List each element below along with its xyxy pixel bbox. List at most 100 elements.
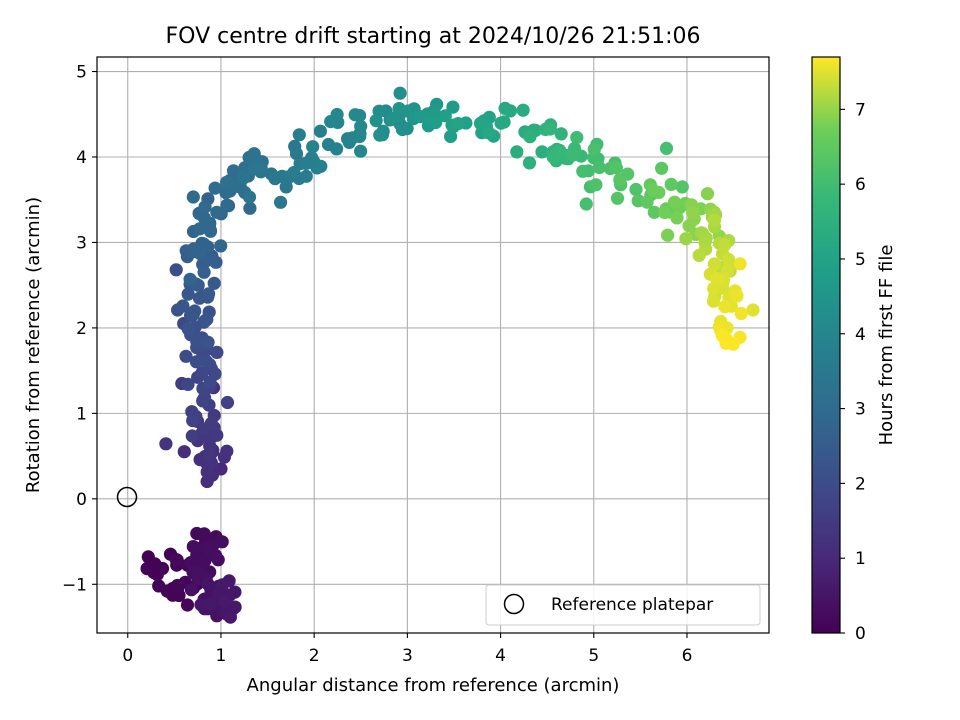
data-point	[192, 246, 206, 260]
data-point	[646, 183, 660, 197]
data-point	[220, 444, 234, 458]
data-point	[321, 137, 336, 152]
data-point	[675, 180, 689, 194]
data-point	[587, 142, 601, 156]
colorbar-tick-label: 1	[855, 549, 866, 569]
data-point	[305, 151, 319, 165]
data-point	[218, 594, 232, 609]
data-point	[279, 180, 293, 194]
data-point	[446, 100, 460, 114]
data-point	[306, 140, 320, 154]
data-point	[179, 349, 193, 363]
data-point	[199, 354, 213, 368]
data-point	[186, 540, 200, 554]
data-point	[395, 122, 409, 137]
data-point	[159, 437, 173, 451]
data-point	[523, 130, 537, 144]
data-point	[451, 117, 465, 131]
data-point	[177, 445, 191, 459]
colorbar-tick-label: 7	[855, 100, 866, 120]
y-tick-label: 2	[76, 319, 87, 339]
data-point	[734, 306, 748, 321]
data-point	[554, 146, 568, 160]
data-point	[274, 195, 288, 209]
data-point	[722, 252, 736, 267]
data-point	[140, 562, 154, 576]
x-tick-label: 5	[588, 646, 599, 666]
colorbar-tick-label: 5	[855, 250, 866, 270]
data-point	[510, 145, 524, 159]
reference-marker	[116, 486, 138, 508]
legend-label: Reference platepar	[551, 595, 713, 615]
data-point	[223, 610, 237, 624]
data-point	[746, 303, 760, 317]
data-point	[172, 588, 186, 603]
data-point	[733, 257, 747, 271]
data-point	[198, 200, 212, 214]
data-point	[679, 232, 693, 246]
data-point	[181, 377, 195, 391]
data-point	[169, 263, 183, 277]
legend: Reference platepar	[485, 584, 761, 626]
y-tick-label: 0	[76, 490, 87, 510]
x-tick-label: 6	[682, 646, 693, 666]
data-point	[207, 276, 221, 290]
data-point	[658, 205, 672, 219]
data-point	[579, 197, 593, 211]
data-point	[482, 126, 496, 140]
x-axis-label: Angular distance from reference (arcmin)	[247, 675, 620, 696]
data-point	[169, 553, 183, 567]
y-tick-label: −1	[62, 575, 87, 595]
data-point	[202, 287, 216, 301]
data-point	[190, 334, 204, 348]
x-tick-label: 2	[309, 646, 320, 666]
data-point	[354, 119, 368, 133]
colorbar-tick-label: 2	[855, 474, 866, 494]
colorbar-tick-label: 0	[855, 624, 866, 644]
data-point	[719, 336, 733, 350]
data-point	[214, 239, 228, 253]
data-point	[189, 355, 203, 369]
data-point	[197, 211, 211, 225]
data-point	[707, 282, 721, 296]
data-point	[287, 166, 301, 180]
data-point	[709, 271, 724, 285]
data-point	[516, 103, 530, 117]
data-point	[188, 304, 202, 318]
data-point	[393, 86, 407, 100]
x-axis-ticks: 0 1 2 3 4 5 6	[122, 633, 692, 666]
data-point	[522, 156, 537, 170]
data-point	[576, 164, 590, 178]
data-point	[543, 122, 557, 136]
data-point	[242, 190, 257, 204]
data-point	[254, 161, 268, 175]
data-point	[429, 115, 443, 130]
data-point	[706, 294, 721, 308]
data-point	[198, 553, 212, 568]
data-point	[353, 129, 367, 144]
data-point	[289, 147, 304, 161]
data-point	[707, 257, 721, 271]
data-point	[668, 195, 682, 209]
data-point	[210, 428, 224, 442]
data-point	[243, 201, 257, 215]
data-point	[215, 535, 229, 549]
data-point	[503, 104, 517, 118]
y-axis-label: Rotation from reference (arcmin)	[23, 197, 44, 493]
x-tick-label: 3	[402, 646, 413, 666]
data-point	[183, 272, 197, 286]
data-point	[198, 314, 212, 328]
data-point	[208, 181, 222, 195]
data-point	[220, 395, 235, 410]
y-axis-ticks: −1 0 1 2 3 4 5	[62, 63, 97, 595]
colorbar-tick-label: 3	[855, 400, 866, 420]
data-point	[292, 128, 306, 142]
data-point	[197, 265, 211, 279]
data-point	[180, 598, 195, 612]
data-point	[210, 205, 224, 219]
data-point	[566, 147, 580, 161]
data-point	[629, 182, 643, 197]
data-point	[664, 177, 678, 191]
data-point	[201, 577, 215, 591]
data-point	[196, 394, 210, 408]
